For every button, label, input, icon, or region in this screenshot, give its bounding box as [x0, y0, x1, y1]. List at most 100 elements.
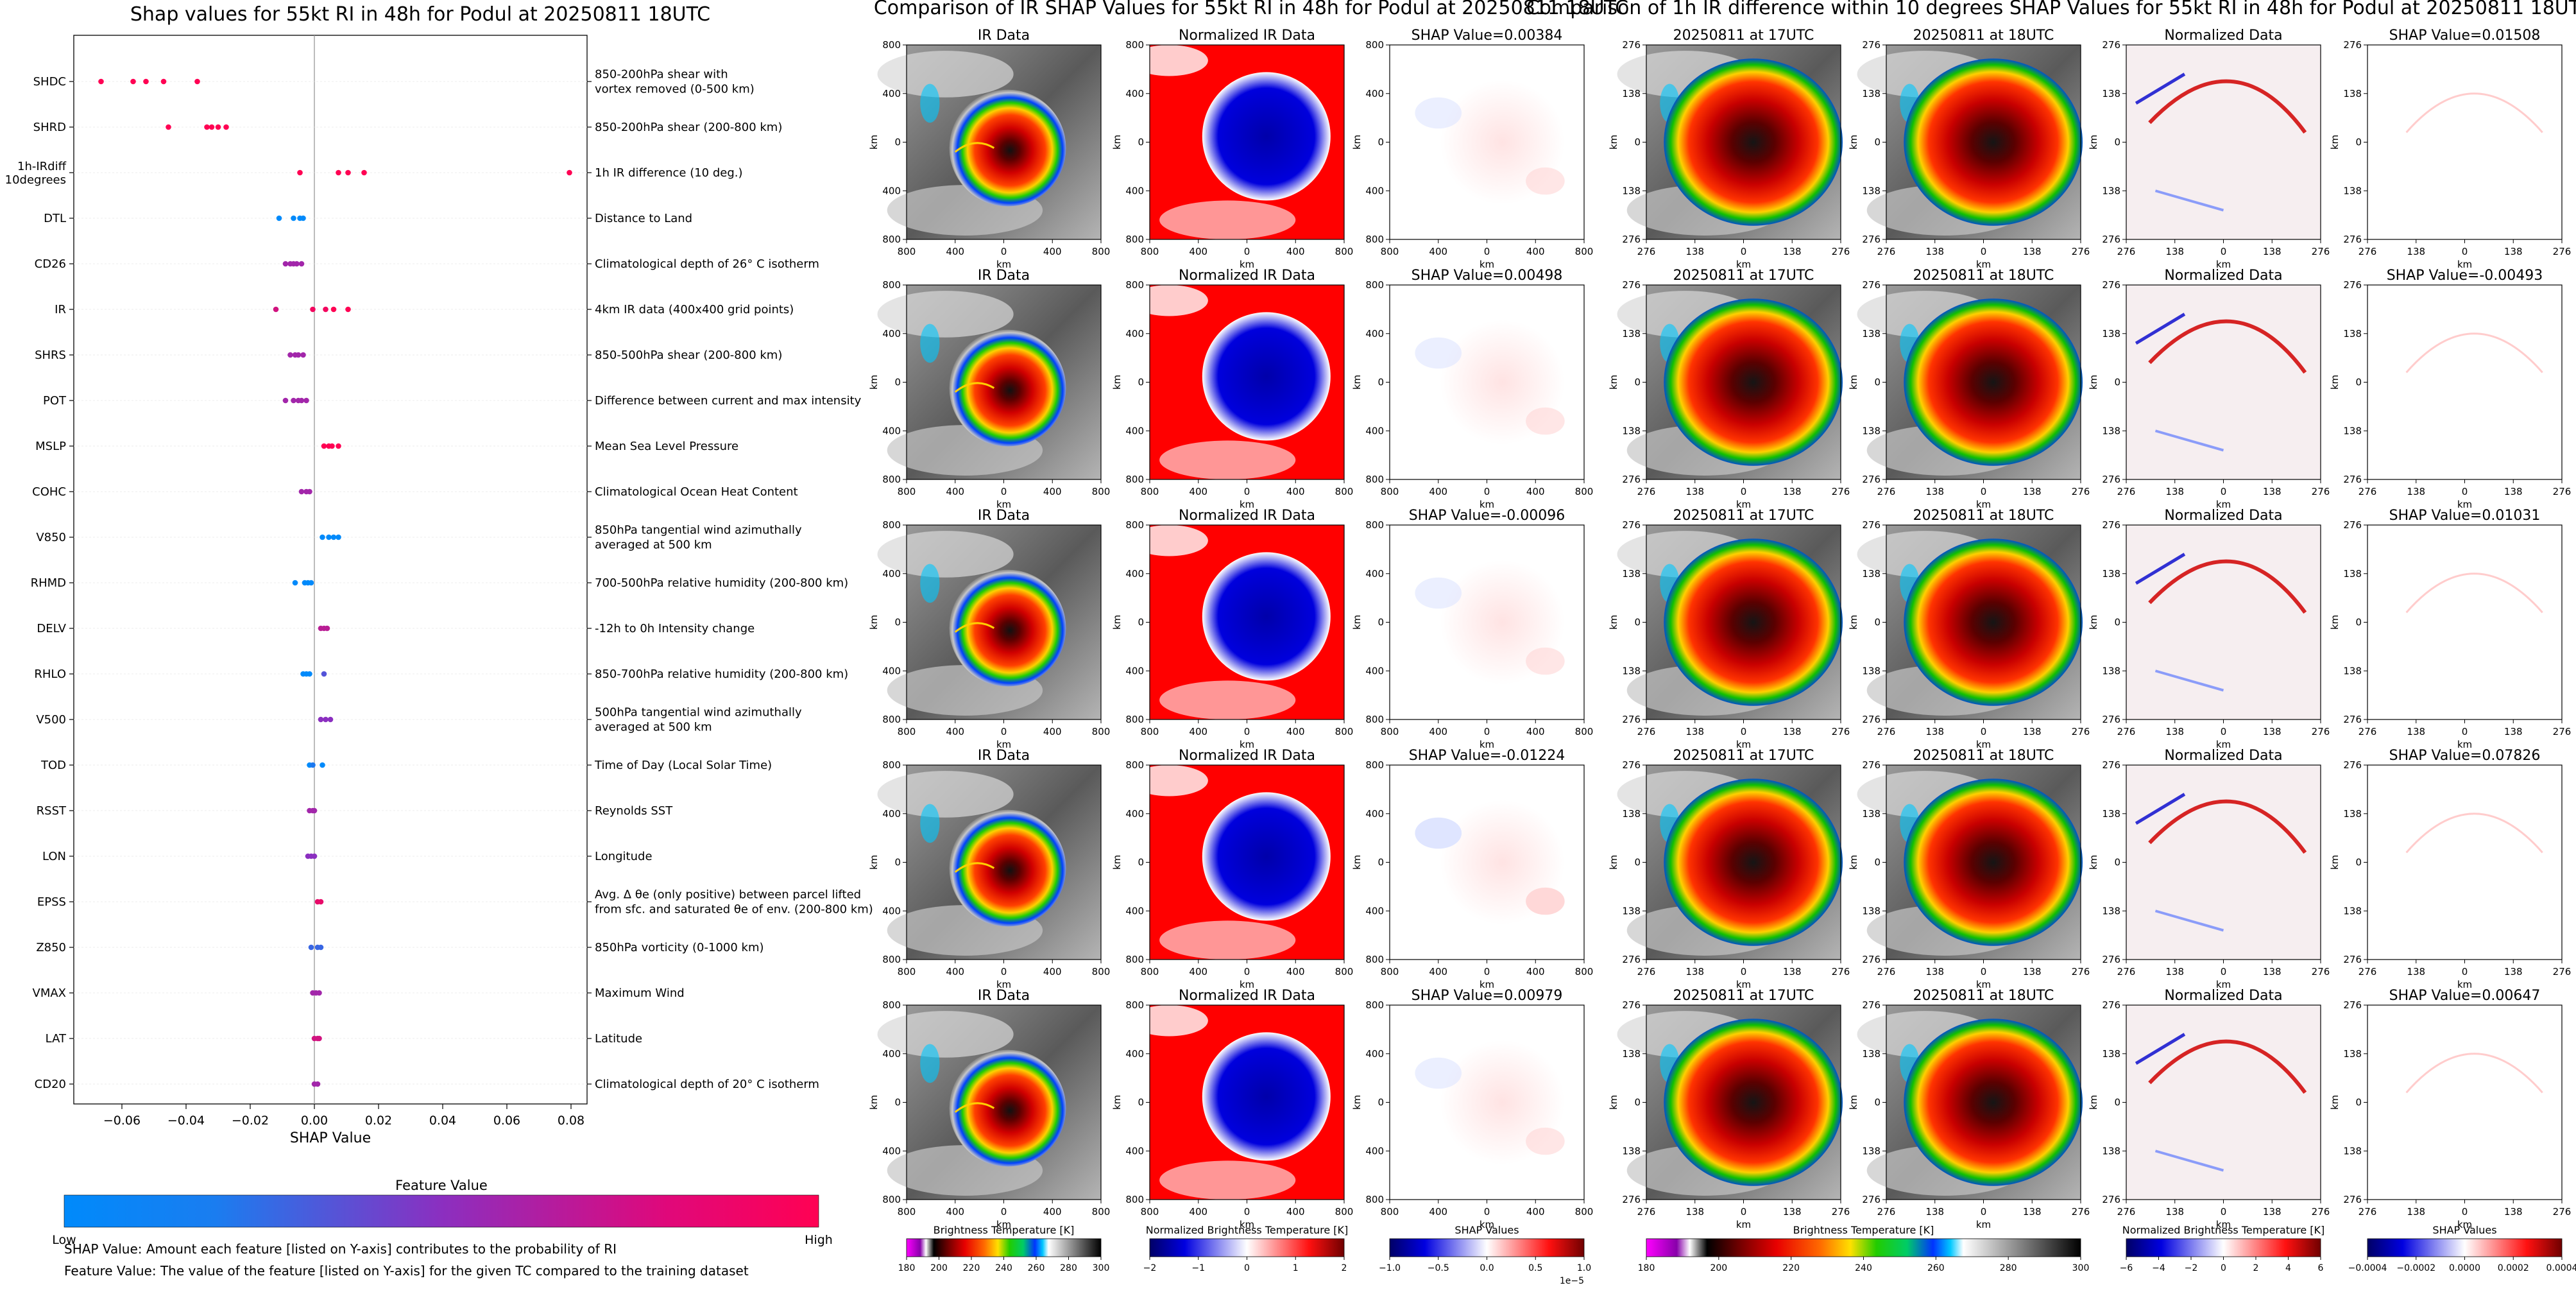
panel-ytick-label: 276 [1862, 519, 1881, 531]
panel-ytick-label: 0 [2114, 377, 2120, 388]
shap-point [318, 899, 324, 905]
shap-point [98, 79, 104, 85]
panel-xtick-label: 400 [946, 486, 964, 497]
panel-xtick-label: 138 [2023, 966, 2042, 978]
panel-xtick-label: 138 [1783, 966, 1802, 978]
feature-name: VMAX [33, 986, 67, 1000]
panel-xtick-label: 800 [1092, 726, 1111, 737]
panel-xtick-label: 0 [1741, 1206, 1747, 1218]
colorbar-tick-label: −2 [2185, 1263, 2198, 1273]
panel-ytick-label: 400 [882, 665, 901, 676]
diff-shap-background [2367, 765, 2562, 960]
shap-point [216, 125, 221, 130]
panel-ytick-label: 400 [882, 1145, 901, 1157]
colorbar-tick-label: −1 [1191, 1263, 1205, 1273]
colorbar-tick-label: 0.0004 [2546, 1263, 2576, 1273]
shap-point [321, 444, 327, 449]
panel-ytick-label: 138 [2343, 185, 2362, 196]
colorbar-label: Normalized Brightness Temperature [K] [2122, 1224, 2325, 1236]
panel-xtick-label: 276 [1637, 966, 1656, 978]
panel-xtick-label: 800 [1141, 966, 1159, 978]
feature-name: SHDC [33, 75, 66, 89]
xtick-label: −0.04 [167, 1114, 205, 1128]
panel-title: SHAP Value=-0.01224 [1409, 748, 1565, 764]
xtick-label: 0.06 [493, 1114, 520, 1128]
shap-point [204, 125, 210, 130]
panel-ytick-label: 138 [1862, 808, 1881, 820]
panel-xtick-label: 400 [1429, 246, 1447, 257]
shap-point [331, 307, 337, 313]
panel-y-label: km [1111, 615, 1123, 630]
panel-ytick-label: 800 [882, 1194, 901, 1205]
panel-ytick-label: 276 [1622, 39, 1641, 51]
shap-point [130, 79, 136, 85]
diff-shap-background [2367, 525, 2562, 719]
normalized-warm-patch [1159, 200, 1295, 239]
panel-ytick-label: 0 [2114, 617, 2120, 628]
panel-xtick-label: 138 [2023, 486, 2042, 497]
shap-positive-patch [1526, 1128, 1565, 1155]
panel-ytick-label: 276 [2102, 999, 2120, 1011]
storm-cloud-shield [950, 810, 1066, 927]
panel-y-label: km [1848, 375, 1859, 390]
panel-ytick-label: 0 [2355, 857, 2362, 868]
panel-y-label: km [2329, 375, 2341, 390]
normalized-cold-core [1202, 312, 1331, 440]
storm-cloud-shield [1904, 538, 2083, 706]
shap-point [297, 170, 303, 176]
panel-xtick-label: 276 [2072, 966, 2090, 978]
feature-description: Mean Sea Level Pressure [595, 440, 738, 453]
panel-xtick-label: 800 [1092, 486, 1111, 497]
normalized-cold-core [1202, 72, 1331, 200]
colorbar-high-label: High [805, 1233, 833, 1247]
panel-xtick-label: 0 [1244, 966, 1250, 978]
panel-title: IR Data [978, 748, 1030, 764]
panel-ytick-label: 400 [1125, 1145, 1144, 1157]
panel-ytick-label: 276 [1622, 474, 1641, 485]
panel-title: 20250811 at 18UTC [1913, 508, 2054, 524]
panel-ytick-label: 138 [2343, 905, 2362, 917]
feature-name: 10degrees [5, 173, 66, 187]
panel-xtick-label: 138 [1685, 1206, 1704, 1218]
panel-xtick-label: 138 [2023, 1206, 2042, 1218]
grid-title: Comparison of 1h IR difference within 10… [1526, 0, 2576, 19]
feature-name: LON [42, 850, 66, 863]
panel-ytick-label: 138 [2102, 568, 2120, 580]
feature-description: Avg. Δ θe (only positive) between parcel… [595, 888, 861, 902]
feature-description: from sfc. and saturated θe of env. (200-… [595, 903, 873, 917]
panel-y-label: km [1351, 135, 1363, 150]
panel-ytick-label: 400 [1125, 905, 1144, 917]
panel-title: IR Data [978, 988, 1030, 1004]
shap-point [283, 261, 289, 267]
panel-xtick-label: 0 [2221, 966, 2227, 978]
panel-xtick-label: 276 [1637, 726, 1656, 737]
panel-title: Normalized IR Data [1179, 268, 1315, 284]
shap-point [293, 580, 298, 586]
panel-ytick-label: 400 [1125, 88, 1144, 99]
panel-xtick-label: 138 [2504, 1206, 2523, 1218]
colorbar-tick-label: 240 [1855, 1263, 1872, 1273]
panel-ytick-label: 0 [894, 377, 901, 388]
colorbar-tick-label: 260 [1028, 1263, 1045, 1273]
colorbar-tick-label: −4 [2152, 1263, 2165, 1273]
panel-xtick-label: 800 [1141, 486, 1159, 497]
panel-y-label: km [2088, 1095, 2099, 1110]
panel-y-label: km [2329, 855, 2341, 870]
panel-ytick-label: 400 [1125, 665, 1144, 676]
panel-ytick-label: 400 [1365, 185, 1384, 196]
panel-xtick-label: 400 [1429, 1206, 1447, 1218]
panel-xtick-label: 138 [2504, 726, 2523, 737]
storm-cloud-shield [950, 90, 1066, 207]
panel-xtick-label: 800 [1381, 486, 1399, 497]
shap-point [361, 170, 367, 176]
panel-xtick-label: 138 [2263, 1206, 2282, 1218]
panel-xtick-label: 138 [2407, 1206, 2425, 1218]
shap-point [325, 626, 330, 632]
panel-ytick-label: 138 [2343, 568, 2362, 580]
colorbar-label: Brightness Temperature [K] [934, 1224, 1075, 1236]
feature-description: 850-500hPa shear (200-800 km) [595, 349, 782, 362]
feature-description: 850hPa tangential wind azimuthally [595, 524, 802, 537]
storm-cloud-shield [1664, 58, 1843, 226]
panel-ytick-label: 276 [2102, 279, 2120, 291]
panel-title: SHAP Value=-0.00493 [2387, 268, 2543, 284]
